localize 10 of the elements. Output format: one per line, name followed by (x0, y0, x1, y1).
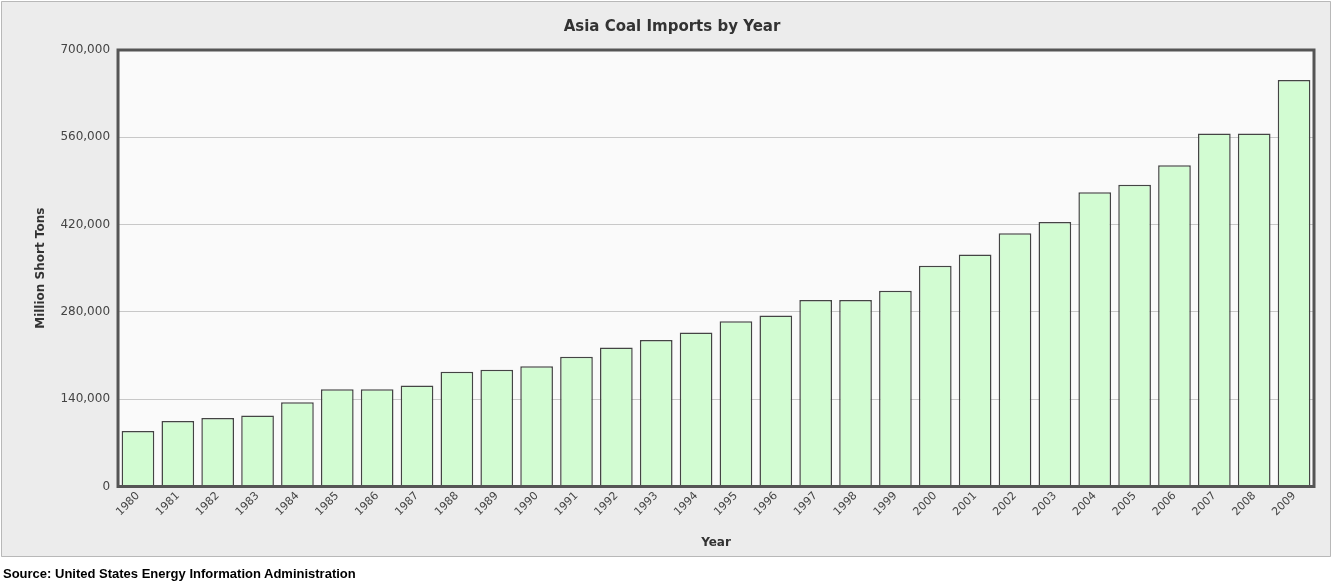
y-axis-title: Million Short Tons (33, 207, 48, 329)
y-tick-label: 420,000 (60, 216, 111, 231)
source-note: Source: United States Energy Information Administration (3, 566, 356, 581)
y-tick-label: 560,000 (60, 129, 111, 144)
chart-title: Asia Coal Imports by Year (563, 16, 781, 35)
x-axis-title: Year (700, 534, 731, 549)
y-tick-label: 0 (102, 478, 111, 493)
y-tick-label: 700,000 (60, 42, 111, 57)
y-tick-label: 280,000 (60, 304, 111, 319)
y-tick-label: 140,000 (60, 391, 111, 406)
